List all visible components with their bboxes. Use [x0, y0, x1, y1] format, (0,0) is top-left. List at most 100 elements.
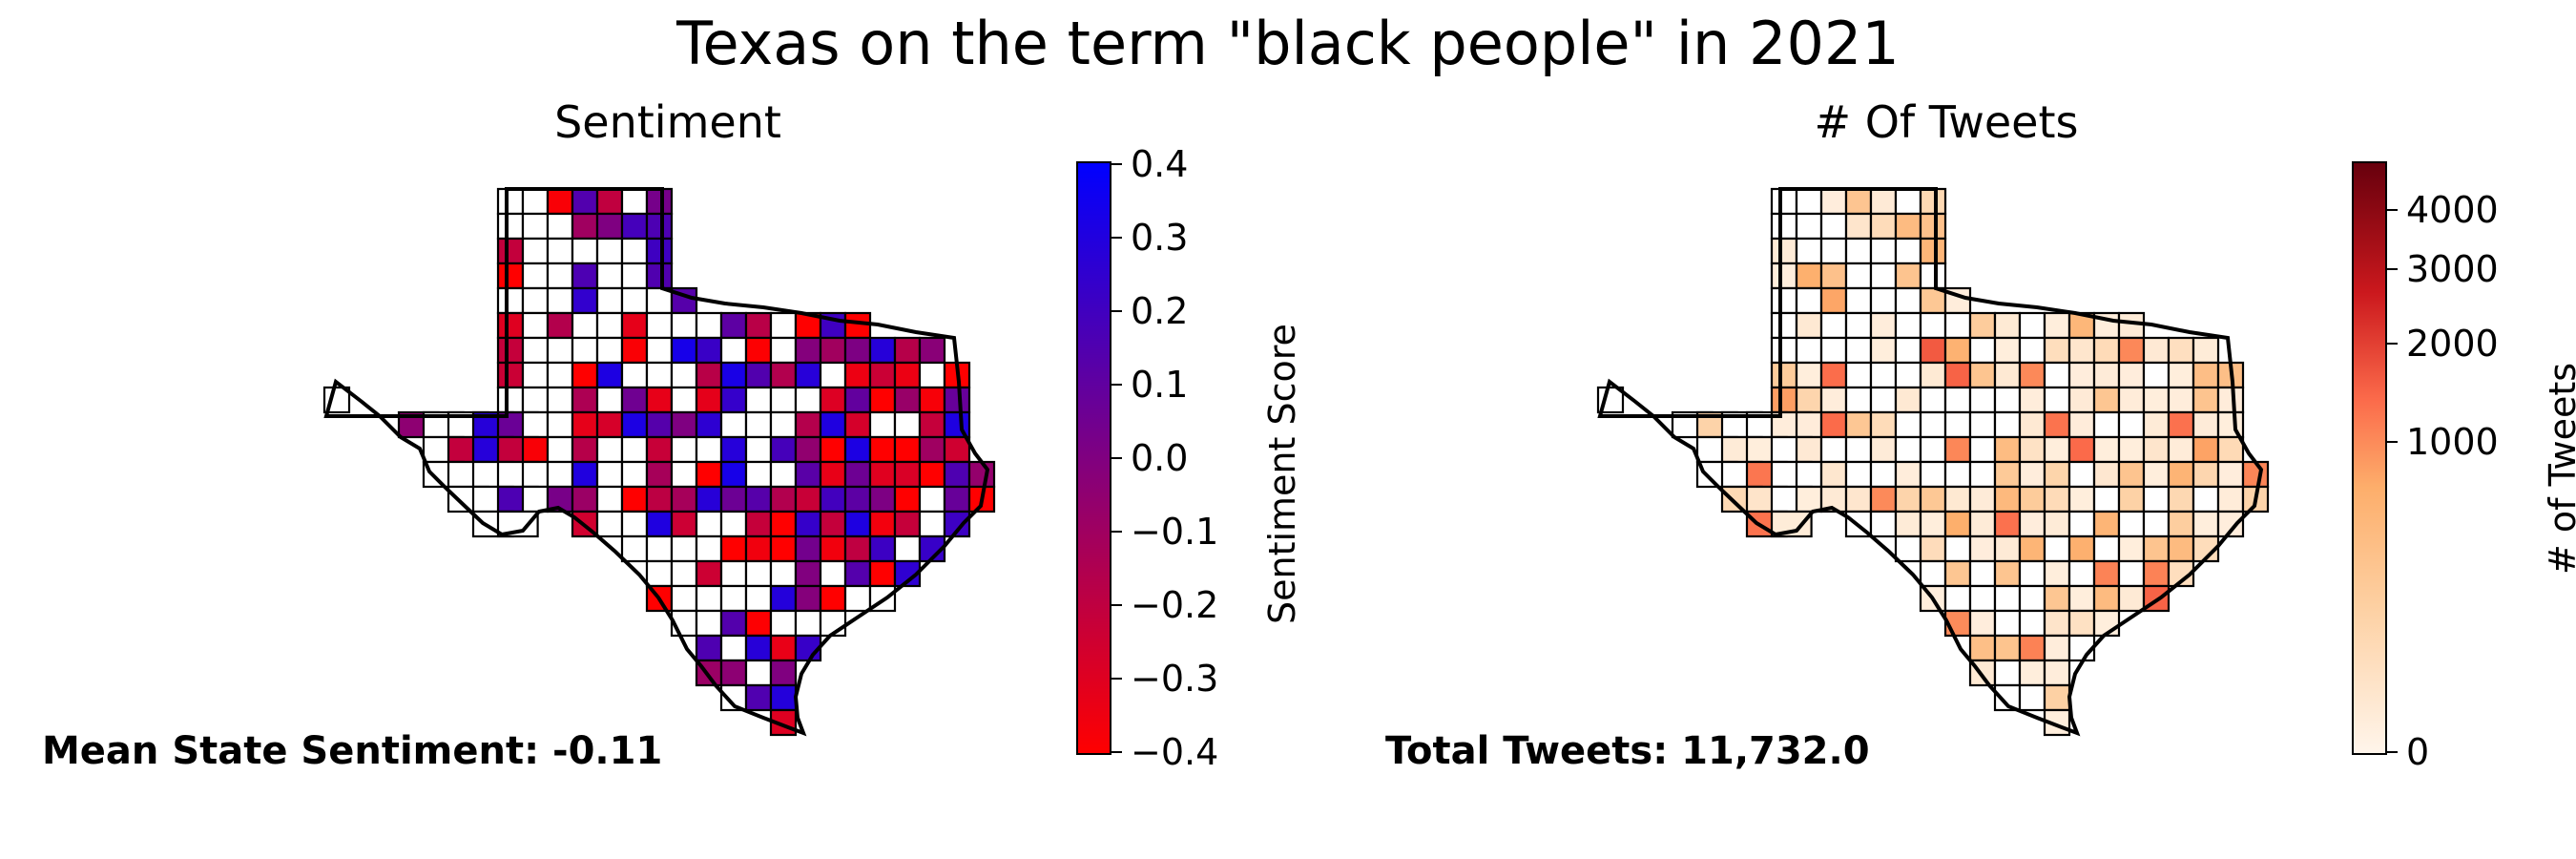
- county: [620, 485, 649, 513]
- county: [695, 634, 723, 662]
- county: [546, 460, 574, 489]
- county: [2142, 410, 2171, 439]
- county: [794, 361, 822, 389]
- county: [1844, 386, 1873, 414]
- county: [719, 659, 748, 687]
- county: [868, 485, 897, 513]
- county: [819, 386, 847, 414]
- county: [1919, 485, 1947, 513]
- county: [2092, 534, 2121, 563]
- county: [2117, 410, 2146, 439]
- county: [645, 534, 674, 563]
- county: [744, 609, 773, 638]
- county: [521, 361, 550, 389]
- county: [2142, 435, 2171, 464]
- county: [1770, 212, 1798, 241]
- county: [719, 534, 748, 563]
- county: [645, 262, 674, 290]
- tweets-colorbar-label: # of Tweets: [2542, 362, 2576, 575]
- county: [843, 410, 872, 439]
- county: [1795, 311, 1823, 340]
- county: [1919, 534, 1947, 563]
- county: [496, 237, 525, 265]
- county: [1844, 336, 1873, 365]
- sentiment-tick-label: 0.1: [1131, 364, 1189, 406]
- county: [843, 584, 872, 613]
- county: [1968, 510, 1997, 538]
- sentiment-colorbar-ticks: [1111, 163, 1122, 753]
- county: [794, 534, 822, 563]
- county: [1919, 237, 1947, 265]
- county: [521, 286, 550, 315]
- county: [943, 386, 971, 414]
- county: [2043, 361, 2071, 389]
- county: [1919, 212, 1947, 241]
- county: [546, 410, 574, 439]
- county: [2167, 361, 2195, 389]
- county: [2043, 559, 2071, 588]
- county: [1844, 435, 1873, 464]
- county: [1919, 435, 1947, 464]
- county: [2192, 485, 2220, 513]
- county: [794, 559, 822, 588]
- county: [2043, 460, 2071, 489]
- county: [769, 510, 798, 538]
- county: [2142, 534, 2171, 563]
- county: [2167, 435, 2195, 464]
- county: [2117, 386, 2146, 414]
- county: [1869, 336, 1898, 365]
- sentiment-tick-label: −0.2: [1131, 584, 1219, 626]
- county: [521, 237, 550, 265]
- county: [918, 336, 946, 365]
- county: [546, 237, 574, 265]
- county: [695, 311, 723, 340]
- county: [1943, 435, 1972, 464]
- county: [695, 609, 723, 638]
- county: [2018, 683, 2046, 712]
- tweets-map: [1596, 187, 2270, 737]
- county: [521, 386, 550, 414]
- county: [2092, 410, 2121, 439]
- county: [1993, 534, 2022, 563]
- county: [2018, 336, 2046, 365]
- county: [670, 435, 698, 464]
- county: [1968, 534, 1997, 563]
- county: [744, 485, 773, 513]
- county: [1770, 386, 1798, 414]
- county: [2043, 485, 2071, 513]
- county: [1894, 510, 1922, 538]
- county: [546, 311, 574, 340]
- county: [2192, 510, 2220, 538]
- county: [496, 386, 525, 414]
- county: [620, 361, 649, 389]
- county: [595, 336, 624, 365]
- county: [2167, 510, 2195, 538]
- county: [1894, 187, 1922, 216]
- tweets-colorbar: [2352, 161, 2387, 755]
- county: [1943, 386, 1972, 414]
- county: [1968, 609, 1997, 638]
- total-tweets-text: Total Tweets: 11,732.0: [1385, 729, 1870, 773]
- county: [794, 584, 822, 613]
- county: [1770, 187, 1798, 216]
- county: [2043, 386, 2071, 414]
- county: [1943, 460, 1972, 489]
- county: [620, 336, 649, 365]
- sentiment-tick-label: −0.1: [1131, 511, 1219, 553]
- county: [695, 410, 723, 439]
- county: [571, 237, 599, 265]
- county: [2018, 386, 2046, 414]
- county: [1770, 361, 1798, 389]
- county: [1819, 435, 1848, 464]
- county: [769, 683, 798, 712]
- county: [595, 410, 624, 439]
- county: [1894, 485, 1922, 513]
- county: [1943, 485, 1972, 513]
- county: [2043, 510, 2071, 538]
- county: [620, 435, 649, 464]
- county: [1869, 386, 1898, 414]
- county: [1869, 361, 1898, 389]
- county: [893, 460, 922, 489]
- tweets-panel-title: # Of Tweets: [1814, 96, 2079, 148]
- county: [2018, 634, 2046, 662]
